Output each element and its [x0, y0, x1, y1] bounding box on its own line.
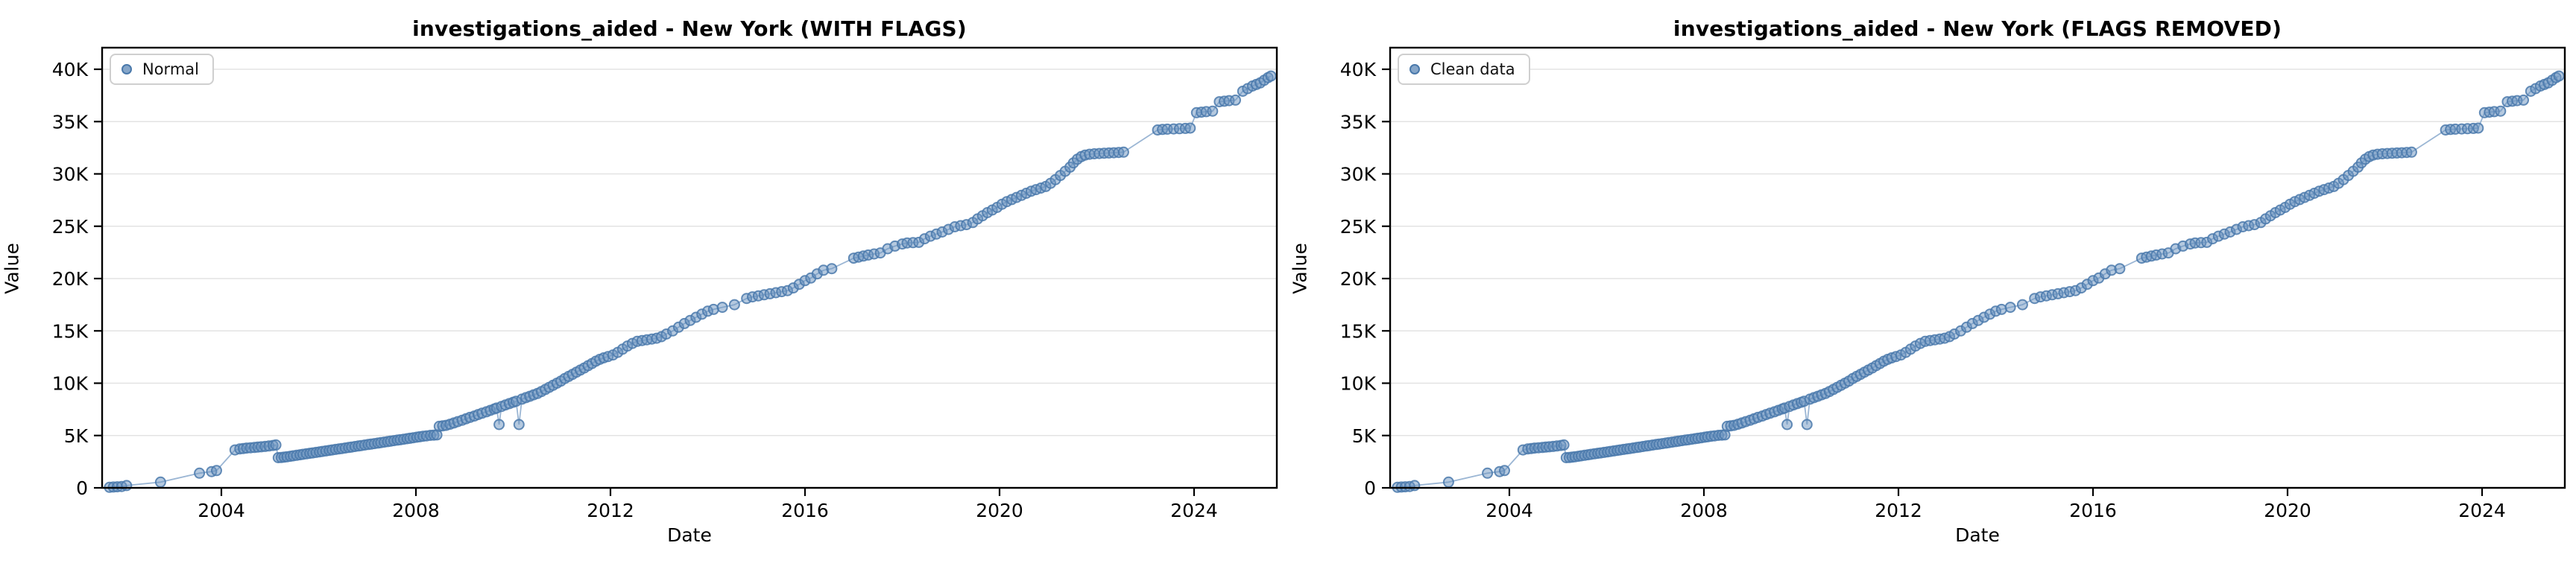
- svg-text:35K: 35K: [1340, 111, 1377, 133]
- svg-text:5K: 5K: [1352, 425, 1377, 447]
- svg-text:10K: 10K: [52, 373, 89, 395]
- svg-text:5K: 5K: [64, 425, 89, 447]
- x-axis-label: Date: [667, 524, 712, 546]
- svg-text:2004: 2004: [1486, 500, 1533, 521]
- legend-marker-icon: [121, 64, 132, 74]
- svg-text:25K: 25K: [52, 216, 89, 238]
- svg-text:0: 0: [1364, 477, 1376, 499]
- svg-text:2008: 2008: [1680, 500, 1728, 521]
- svg-text:2004: 2004: [198, 500, 245, 521]
- legend: Normal: [110, 54, 214, 85]
- svg-text:0: 0: [76, 477, 88, 499]
- chart-panel-flags-removed: investigations_aided - New York (FLAGS R…: [1288, 0, 2576, 572]
- legend-label: Normal: [142, 60, 199, 78]
- svg-text:20K: 20K: [1340, 268, 1377, 290]
- y-axis-label: Value: [1289, 243, 1311, 294]
- svg-text:30K: 30K: [1340, 164, 1377, 185]
- chart-title: investigations_aided - New York (FLAGS R…: [1673, 16, 2282, 41]
- svg-text:15K: 15K: [1340, 320, 1377, 342]
- plot-with-flags: 2004 2008 2012 2016 2020 2024 0 5K 10K 15K 20K 25K 3…: [52, 46, 1278, 521]
- svg-text:15K: 15K: [52, 320, 89, 342]
- svg-text:40K: 40K: [52, 59, 89, 80]
- chart-title: investigations_aided - New York (WITH FL…: [412, 16, 967, 41]
- svg-text:40K: 40K: [1340, 59, 1377, 80]
- svg-text:35K: 35K: [52, 111, 89, 133]
- svg-text:2012: 2012: [1875, 500, 1922, 521]
- svg-text:2016: 2016: [2069, 500, 2117, 521]
- svg-text:20K: 20K: [52, 268, 89, 290]
- chart-panel-with-flags: investigations_aided - New York (WITH FL…: [1, 16, 1278, 546]
- svg-text:2016: 2016: [781, 500, 829, 521]
- legend-marker-icon: [1409, 64, 1420, 74]
- svg-text:25K: 25K: [1340, 216, 1377, 238]
- legend: Clean data: [1398, 54, 1530, 85]
- y-axis-label: Value: [1, 243, 23, 294]
- svg-text:30K: 30K: [52, 164, 89, 185]
- svg-text:2024: 2024: [1170, 500, 1218, 521]
- x-axis-label: Date: [1955, 524, 2000, 546]
- svg-text:10K: 10K: [1340, 373, 1377, 395]
- svg-text:2024: 2024: [2458, 500, 2506, 521]
- plot-flags-removed: 2004 2008 2012 2016 2020 2024 0 5K 10K 15K 20K 25K 3…: [1340, 46, 2566, 521]
- svg-text:2008: 2008: [392, 500, 440, 521]
- svg-text:2020: 2020: [976, 500, 1023, 521]
- legend-label: Clean data: [1430, 60, 1515, 78]
- svg-text:2012: 2012: [587, 500, 634, 521]
- svg-text:2020: 2020: [2264, 500, 2311, 521]
